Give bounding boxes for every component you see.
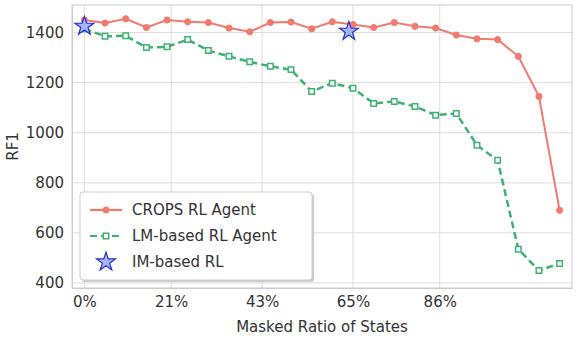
tick-label: 800 — [35, 174, 64, 192]
tick: 400 — [35, 274, 72, 292]
grid-line — [72, 282, 572, 283]
data-point — [123, 16, 129, 22]
tick: 86% — [424, 288, 457, 311]
legend-marker — [97, 252, 116, 270]
tick: 21% — [155, 288, 188, 311]
data-point — [495, 36, 501, 42]
series-line — [84, 29, 559, 271]
data-point — [412, 23, 418, 29]
data-point — [288, 19, 294, 25]
tick: 1400 — [26, 24, 72, 42]
tick: 1000 — [26, 124, 72, 142]
data-point — [226, 25, 232, 31]
tick-label: 0% — [73, 293, 97, 311]
data-point — [391, 19, 397, 25]
tick: 600 — [35, 224, 72, 242]
data-point — [330, 80, 335, 85]
legend-box — [80, 192, 312, 280]
data-point — [536, 268, 541, 273]
grid-line — [352, 5, 353, 288]
tick-label: 1200 — [26, 74, 64, 92]
tick: 1200 — [26, 74, 72, 92]
data-point — [350, 85, 355, 90]
data-point — [226, 54, 231, 59]
data-point — [339, 21, 358, 39]
data-point — [185, 37, 190, 42]
data-point — [557, 207, 563, 213]
tick: 65% — [337, 288, 370, 311]
tick-label: 86% — [424, 293, 457, 311]
data-point — [102, 20, 108, 26]
data-point — [371, 101, 376, 106]
tick-label: 1400 — [26, 24, 64, 42]
tick-label: 1000 — [26, 124, 64, 142]
data-point — [268, 64, 273, 69]
plot-frame — [72, 5, 572, 288]
data-point — [247, 59, 252, 64]
legend: CROPS RL Agent LM-based RL Agent IM-based … — [80, 192, 314, 282]
tick: 43% — [246, 288, 279, 311]
grid-line — [72, 32, 572, 33]
data-point — [164, 44, 169, 49]
data-point — [164, 17, 170, 23]
tick-label: 43% — [246, 293, 279, 311]
data-point — [206, 48, 211, 53]
tick: 0% — [73, 288, 97, 311]
data-point — [392, 99, 397, 104]
data-point — [102, 34, 107, 39]
data-point — [371, 24, 377, 30]
data-point — [143, 24, 149, 30]
grid-line — [439, 5, 440, 288]
legend-marker — [103, 233, 108, 238]
chart: 0% 21% 43% 65% 86% 400 600 800 1000 1200 1400 Maske… — [0, 0, 582, 340]
x-axis: 0% 21% 43% 65% 86% — [73, 288, 573, 311]
x-axis-title: Masked Ratio of States — [236, 318, 408, 336]
legend-marker — [103, 207, 109, 213]
y-axis-title: RF1 — [4, 132, 22, 161]
data-point — [515, 53, 521, 59]
grid-line — [72, 132, 572, 133]
series-line — [84, 19, 559, 211]
plot-area — [75, 16, 563, 274]
data-point — [412, 104, 417, 109]
data-point — [75, 16, 94, 34]
data-point — [474, 36, 480, 42]
data-point — [205, 19, 211, 25]
data-point — [536, 93, 542, 99]
tick-label: 400 — [35, 274, 64, 292]
data-point — [557, 261, 562, 266]
grid-line — [72, 82, 572, 83]
data-point — [454, 111, 459, 116]
legend-label: LM-based RL Agent — [132, 227, 277, 245]
data-point — [474, 143, 479, 148]
tick-label: 600 — [35, 224, 64, 242]
data-point — [433, 112, 438, 117]
data-point — [309, 26, 315, 32]
data-point — [144, 45, 149, 50]
grid — [72, 5, 572, 288]
data-point — [495, 158, 500, 163]
tick-label: 21% — [155, 293, 188, 311]
data-point — [433, 25, 439, 31]
data-point — [453, 32, 459, 38]
data-point — [288, 67, 293, 72]
data-point — [309, 89, 314, 94]
tick: 800 — [35, 174, 72, 192]
data-point — [329, 19, 335, 25]
data-point — [247, 29, 253, 35]
tick-label: 65% — [337, 293, 370, 311]
legend-label: CROPS RL Agent — [132, 201, 256, 219]
data-point — [185, 19, 191, 25]
data-point — [267, 19, 273, 25]
y-axis: 400 600 800 1000 1200 1400 — [26, 6, 73, 293]
grid-line — [72, 182, 572, 183]
data-point — [516, 246, 521, 251]
legend-label: IM-based RL — [132, 253, 224, 271]
data-point — [123, 33, 128, 38]
